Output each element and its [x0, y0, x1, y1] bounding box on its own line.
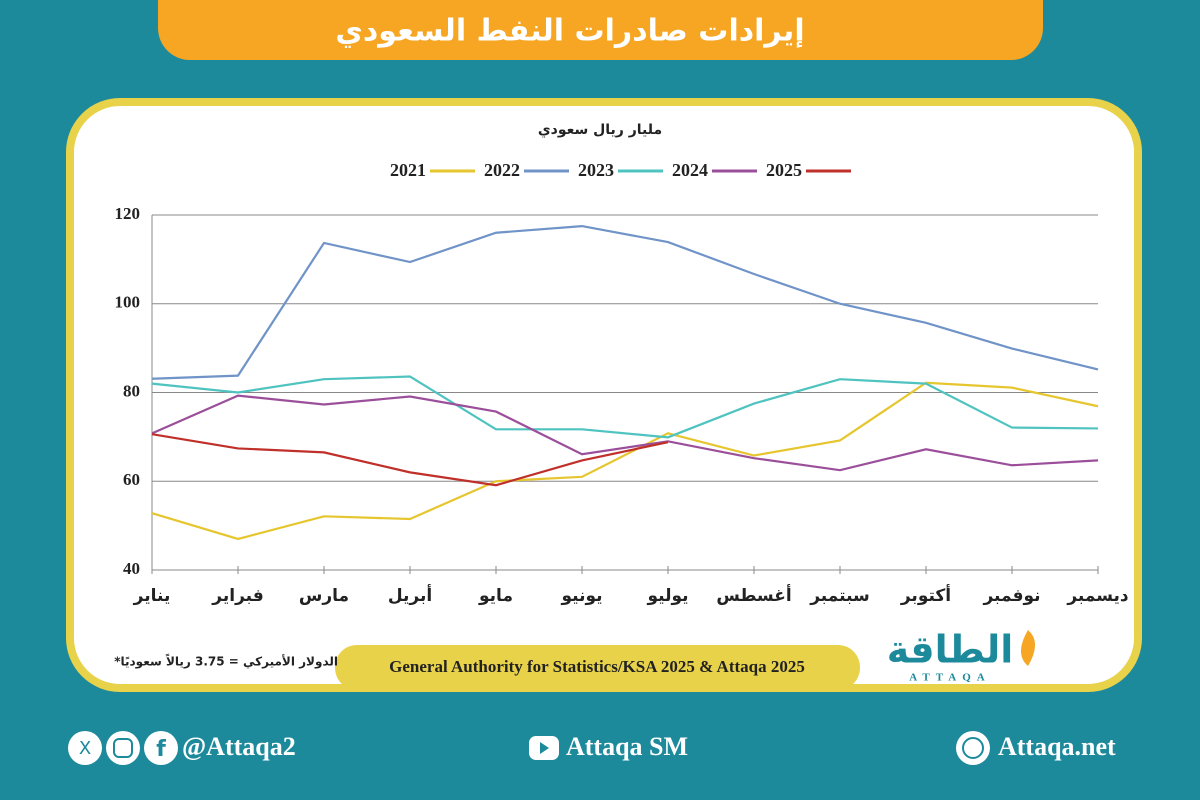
youtube-glyph	[540, 742, 549, 754]
title-banner	[158, 0, 1043, 60]
logo-latin: ATTAQA	[909, 672, 990, 684]
x-tick-label: أبريل	[388, 584, 432, 606]
series-line	[151, 224, 1099, 380]
y-tick-label: 100	[115, 293, 141, 312]
y-tick-label: 120	[115, 204, 141, 223]
legend-label: 2025	[766, 160, 802, 180]
x-tick-label: مايو	[478, 586, 513, 606]
website: Attaqa.net	[998, 732, 1116, 761]
series-line	[151, 375, 1099, 439]
legend-label: 2024	[672, 160, 708, 180]
x-glyph: X	[79, 738, 91, 759]
y-axis-label: مليار ريال سعودي	[538, 122, 662, 139]
y-tick-label: 60	[123, 470, 140, 489]
x-tick-label: أغسطس	[716, 584, 791, 606]
handle: @Attaqa2	[182, 732, 296, 761]
x-tick-label: سبتمبر	[809, 586, 870, 606]
facebook-icon	[144, 731, 178, 765]
note: *الدولار الأميركي = 3.75 ريالاً سعوديًا	[114, 654, 338, 670]
x-tick-label: يوليو	[646, 586, 688, 606]
legend-label: 2021	[390, 160, 426, 180]
x-tick-label: مارس	[299, 586, 349, 606]
source: General Authority for Statistics/KSA 202…	[389, 657, 805, 676]
x-tick-label: ديسمبر	[1066, 586, 1129, 606]
instagram-glyph	[113, 738, 133, 758]
series-line	[151, 381, 1099, 541]
x-icon	[68, 731, 102, 765]
title: إيرادات صادرات النفط السعودي	[335, 14, 804, 49]
y-tick-label: 80	[123, 381, 140, 400]
facebook-glyph: f	[156, 737, 166, 762]
logo-drop	[1021, 630, 1035, 666]
x-tick-label: نوفمبر	[982, 586, 1040, 606]
series-line	[151, 394, 1099, 472]
youtube: Attaqa SM	[566, 732, 688, 761]
y-tick-label: 40	[123, 559, 140, 578]
x-tick-label: فبراير	[211, 586, 263, 606]
web-icon	[956, 731, 990, 765]
legend-label: 2023	[578, 160, 614, 180]
source-band	[335, 645, 860, 690]
x-tick-label: أكتوبر	[900, 584, 951, 606]
x-tick-label: يناير	[133, 586, 171, 606]
web-glyph	[962, 737, 984, 759]
logo: الطاقة	[887, 628, 1014, 672]
legend-label: 2022	[484, 160, 520, 180]
x-tick-label: يونيو	[560, 586, 602, 606]
instagram-icon	[106, 731, 140, 765]
series-line	[151, 433, 669, 487]
